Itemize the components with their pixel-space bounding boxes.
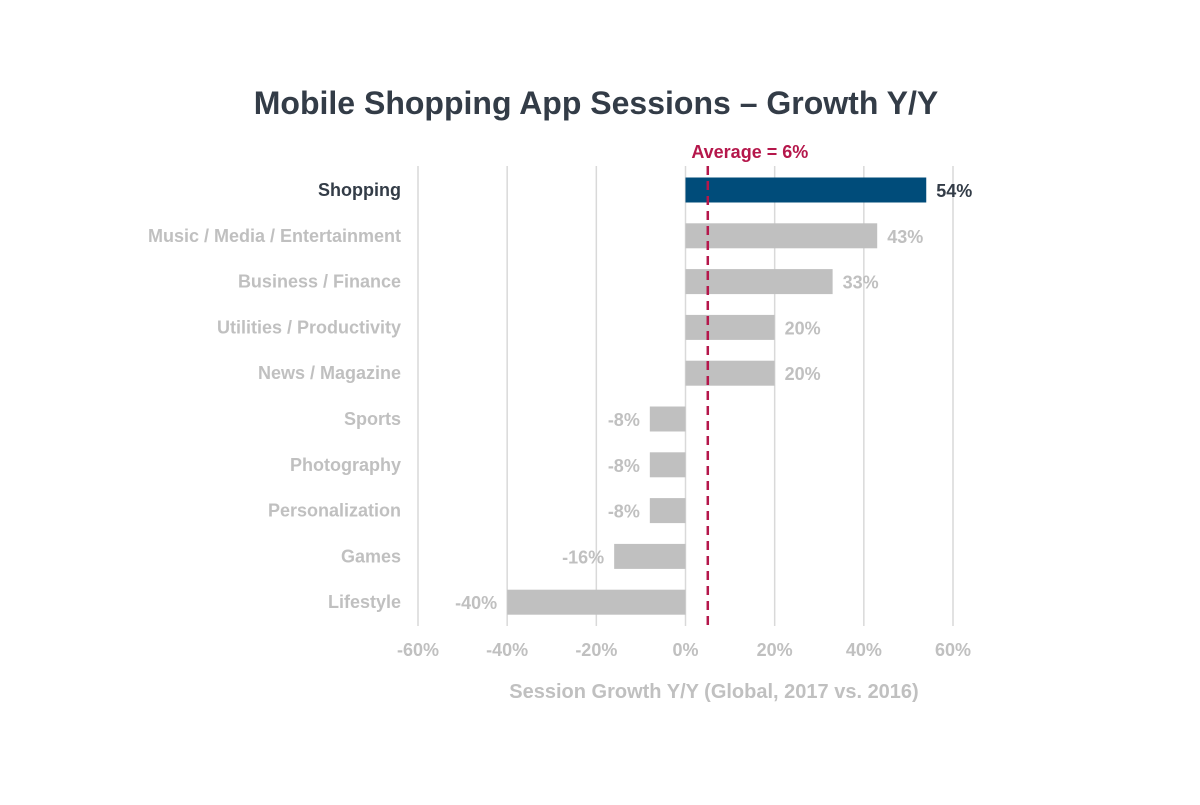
x-axis-ticks: -60% -40% -20% 0% 20% 40% 60% xyxy=(397,640,971,660)
bar xyxy=(649,452,686,478)
value-label: -8% xyxy=(608,502,640,522)
bar xyxy=(685,314,775,340)
average-label: Average = 6% xyxy=(691,142,808,162)
bar xyxy=(685,269,833,295)
category-label: Sports xyxy=(344,409,401,429)
bar xyxy=(685,223,878,249)
value-labels: 54% 43% 33% 20% 20% -8% -8% -8% -16% -40% xyxy=(455,181,972,613)
category-label: Lifestyle xyxy=(328,592,401,612)
category-label: Games xyxy=(341,546,401,566)
category-labels: Shopping Music / Media / Entertainment Bus… xyxy=(148,180,401,612)
value-label: -8% xyxy=(608,456,640,476)
x-tick-label: -60% xyxy=(397,640,439,660)
bar xyxy=(507,589,686,615)
x-axis-title: Session Growth Y/Y (Global, 2017 vs. 201… xyxy=(509,681,918,703)
category-label: Music / Media / Entertainment xyxy=(148,226,401,246)
value-label: 20% xyxy=(785,318,821,338)
category-label: Business / Finance xyxy=(238,272,401,292)
x-tick-label: 0% xyxy=(672,640,698,660)
category-label: Utilities / Productivity xyxy=(217,317,401,337)
value-label: -8% xyxy=(608,410,640,430)
value-label: 20% xyxy=(785,364,821,384)
bar xyxy=(649,498,686,524)
bar xyxy=(649,406,686,432)
category-label: Shopping xyxy=(318,180,401,200)
value-label: -40% xyxy=(455,593,497,613)
value-label: 54% xyxy=(936,181,972,201)
value-label: 33% xyxy=(843,273,879,293)
bars xyxy=(507,177,927,615)
bar xyxy=(614,543,686,569)
value-label: -16% xyxy=(562,547,604,567)
x-tick-label: -20% xyxy=(575,640,617,660)
x-tick-label: 60% xyxy=(935,640,971,660)
value-label: 43% xyxy=(887,227,923,247)
x-tick-label: 40% xyxy=(846,640,882,660)
x-tick-label: -40% xyxy=(486,640,528,660)
average-reference: Average = 6% xyxy=(691,142,808,626)
x-tick-label: 20% xyxy=(757,640,793,660)
category-label: Photography xyxy=(290,455,401,475)
bar xyxy=(685,177,927,203)
category-label: News / Magazine xyxy=(258,363,401,383)
category-label: Personalization xyxy=(268,501,401,521)
chart-title: Mobile Shopping App Sessions – Growth Y/… xyxy=(254,85,939,121)
bar xyxy=(685,360,775,386)
